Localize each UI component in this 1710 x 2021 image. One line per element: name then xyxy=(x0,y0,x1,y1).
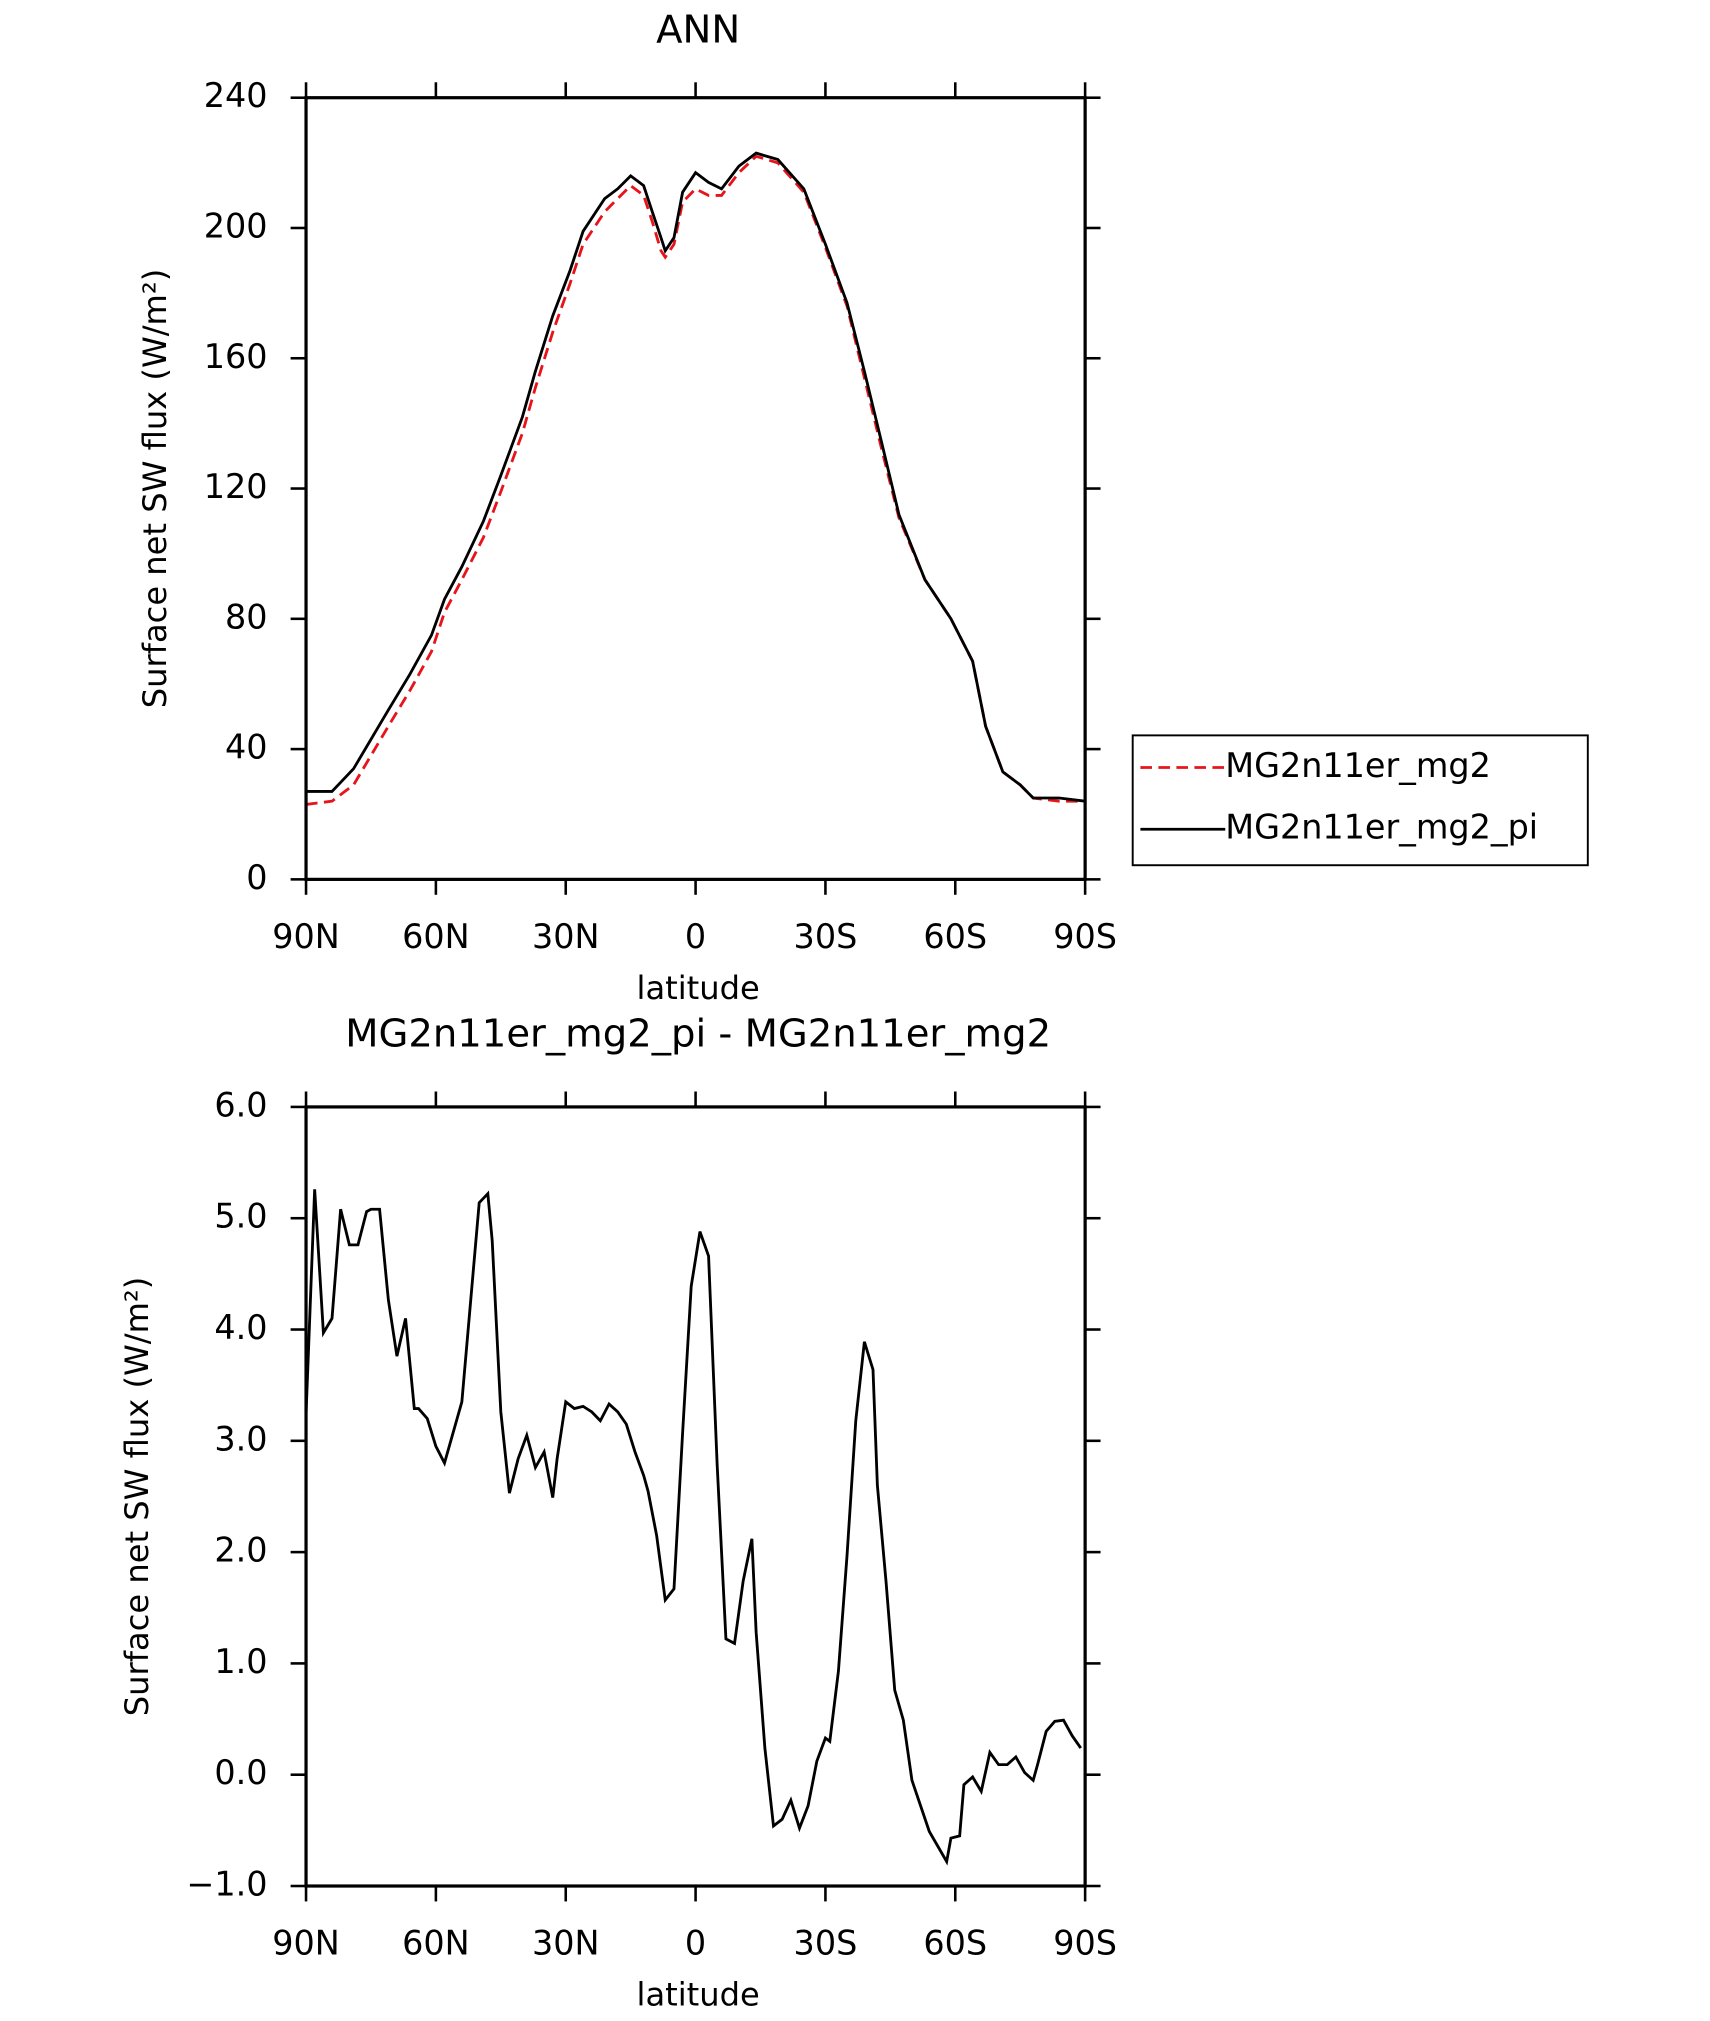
x-tick-label: 60N xyxy=(402,1924,470,1963)
y-tick-label: 0.0 xyxy=(214,1753,267,1792)
x-tick-label: 60N xyxy=(402,917,470,956)
chart-title: ANN xyxy=(656,8,740,53)
plot-frame xyxy=(304,96,1087,881)
data-line xyxy=(304,1189,1082,1866)
data-line xyxy=(305,154,1086,806)
y-tick-label: 2.0 xyxy=(214,1531,267,1570)
x-tick-label: 90S xyxy=(1053,917,1117,956)
chart-title: MG2n11er_mg2_pi - MG2n11er_mg2 xyxy=(345,1012,1051,1057)
x-tick-label: 0 xyxy=(685,917,706,956)
x-tick-label: 0 xyxy=(685,1924,706,1963)
y-tick-label: 80 xyxy=(225,597,268,636)
y-tick-label: 5.0 xyxy=(214,1197,267,1236)
y-axis-label: Surface net SW flux (W/m²) xyxy=(118,1277,156,1717)
y-tick-label: 240 xyxy=(204,76,268,115)
y-tick-label: 1.0 xyxy=(214,1642,267,1681)
x-axis-label: latitude xyxy=(637,1976,760,2014)
y-tick-label: 120 xyxy=(204,467,268,506)
y-axis-label: Surface net SW flux (W/m²) xyxy=(136,269,174,709)
y-tick-label: 6.0 xyxy=(214,1085,267,1124)
y-tick-label: 160 xyxy=(204,337,268,376)
y-tick-label: −1.0 xyxy=(186,1865,267,1904)
y-tick-label: 40 xyxy=(225,728,268,767)
y-tick-label: 0 xyxy=(246,858,267,897)
legend-box xyxy=(1131,734,1589,867)
x-tick-label: 30N xyxy=(532,1924,600,1963)
x-tick-label: 90N xyxy=(272,1924,340,1963)
x-tick-label: 90N xyxy=(272,917,340,956)
y-tick-label: 200 xyxy=(204,206,268,245)
x-tick-label: 90S xyxy=(1053,1924,1117,1963)
data-line xyxy=(306,151,1086,803)
x-tick-label: 30S xyxy=(794,1924,858,1963)
legend-label: MG2n11er_mg2 xyxy=(1225,746,1491,785)
x-tick-label: 60S xyxy=(923,1924,987,1963)
legend-label: MG2n11er_mg2_pi xyxy=(1225,808,1538,847)
x-axis-label: latitude xyxy=(637,969,760,1007)
x-tick-label: 30N xyxy=(532,917,600,956)
x-tick-label: 30S xyxy=(794,917,858,956)
plot-frame xyxy=(304,1105,1087,1888)
y-tick-label: 4.0 xyxy=(214,1308,267,1347)
x-tick-label: 60S xyxy=(923,917,987,956)
y-tick-label: 3.0 xyxy=(214,1419,267,1458)
